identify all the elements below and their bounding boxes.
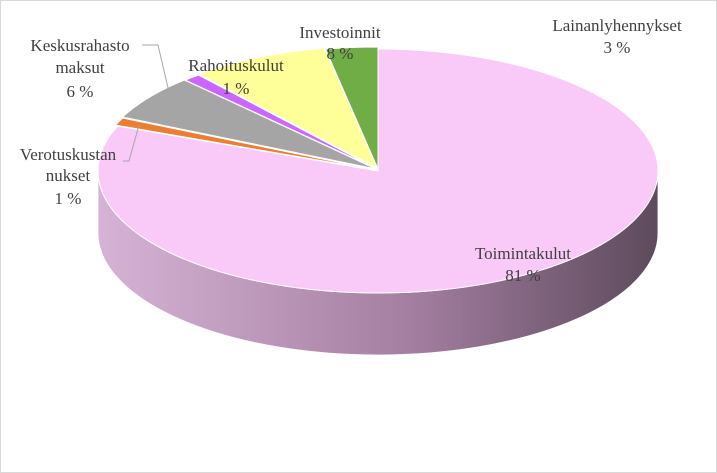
label-lainan-name: Lainanlyhennykset	[552, 16, 682, 35]
label-verotus-line2: nukset	[46, 166, 91, 185]
label-keskus-line1: Keskusrahasto	[30, 36, 129, 55]
label-rahoitus-pct: 1 %	[223, 79, 250, 98]
label-toimintakulut: Toimintakulut 81 %	[475, 244, 571, 285]
slice-lainanlyhennykset	[324, 46, 379, 170]
label-verotuskustannukset: Verotuskustan nukset 1 %	[20, 145, 117, 208]
label-keskus-pct: 6 %	[67, 82, 94, 101]
label-investoinnit: Investoinnit 8 %	[299, 23, 380, 63]
label-lainanlyhennykset: Lainanlyhennykset 3 %	[552, 16, 682, 57]
label-keskus-line2: maksut	[55, 58, 104, 77]
label-investoinnit-name: Investoinnit	[299, 23, 380, 42]
leader-keskusrahastomaksut	[142, 44, 174, 110]
slice-verotuskustannukset	[114, 117, 377, 171]
label-rahoituskulut: Rahoituskulut 1 %	[188, 56, 284, 98]
label-investoinnit-pct: 8 %	[327, 44, 354, 63]
leader-verotuskustannukset	[123, 124, 140, 162]
label-verotus-line1: Verotuskustan	[20, 145, 117, 164]
label-verotus-pct: 1 %	[55, 189, 82, 208]
slice-toimintakulut	[97, 48, 659, 294]
label-keskusrahastomaksut: Keskusrahasto maksut 6 %	[30, 36, 129, 101]
slice-rahoituskulut	[184, 74, 378, 170]
pie-slices	[97, 46, 659, 294]
label-rahoitus-name: Rahoituskulut	[188, 56, 284, 75]
label-toimintakulut-name: Toimintakulut	[475, 244, 571, 263]
label-lainan-pct: 3 %	[604, 38, 631, 57]
label-toimintakulut-pct: 81 %	[505, 266, 540, 285]
slice-investoinnit	[197, 47, 379, 170]
